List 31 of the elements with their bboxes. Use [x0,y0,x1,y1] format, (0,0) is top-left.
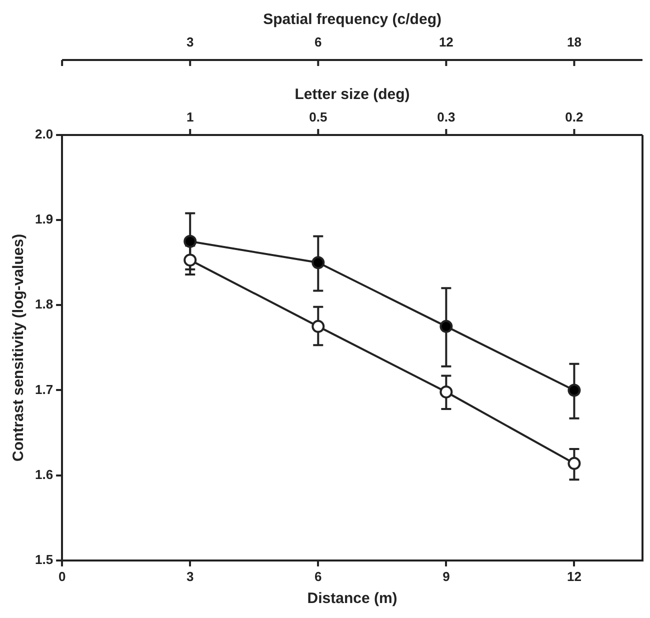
point [440,385,453,398]
y-tick-label: 2.0 [34,126,54,142]
y-tick-label: 1.7 [34,382,54,397]
point [312,320,325,333]
y-tick-label: 1.9 [34,212,54,227]
x-tick-label: 6 [314,568,322,584]
y-tick-label: 1.8 [34,296,54,312]
annotation: 6 [314,34,322,50]
x-tick-label: 9 [442,568,450,584]
y-tick-label: 1.5 [34,552,54,567]
annotation: 1 [186,110,194,125]
point [440,320,453,333]
x-tick-label: 3 [186,568,194,584]
annotation: 0.2 [565,110,584,125]
point [184,234,197,248]
x-tick-label: 0 [58,568,66,584]
annotation: 0.5 [309,110,328,125]
point [184,254,197,267]
y-axis-title: Contrast sensitivity (log-values) [10,234,28,462]
y-tick-label: 1.6 [34,466,54,482]
annotation: 0.3 [437,110,456,125]
annotation: 18 [566,34,582,50]
point [568,384,581,397]
point [568,456,581,470]
text: Letter size (deg) [294,86,410,104]
x-tick-label: 12 [566,568,582,584]
annotation: 12 [438,34,454,50]
annotation: 3 [186,34,194,50]
x-axis-title: Distance (m) [307,590,398,608]
point [312,256,325,270]
text: Spatial frequency (c/deg) [263,11,442,28]
